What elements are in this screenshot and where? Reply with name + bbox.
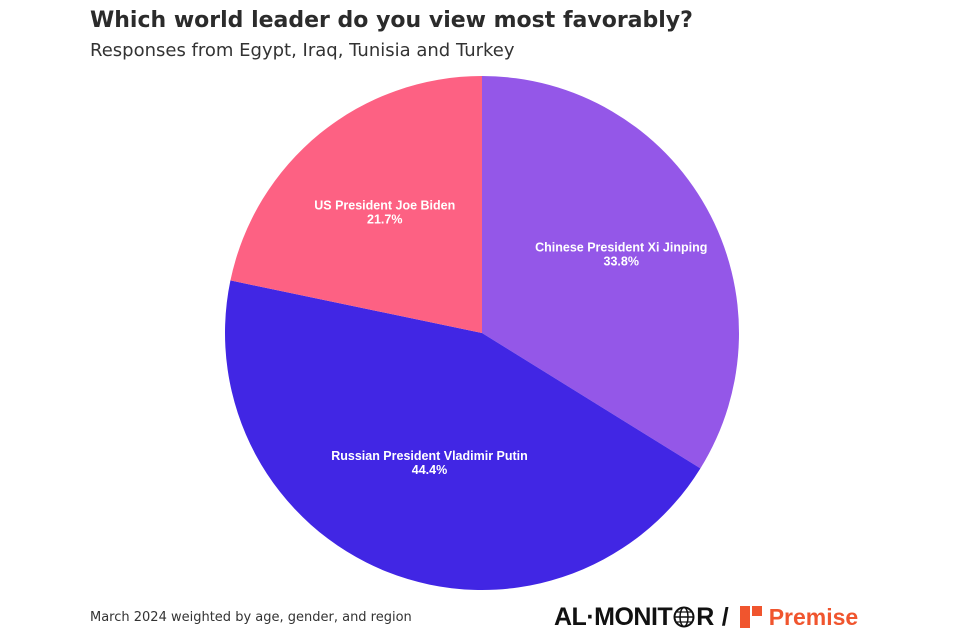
- al-monitor-logo-text-start: AL·MONIT: [554, 602, 673, 631]
- premise-logo-icon: [739, 606, 762, 628]
- al-monitor-logo-text-end: R: [696, 602, 714, 631]
- chart-title: Which world leader do you view most favo…: [90, 8, 693, 33]
- globe-icon: [673, 606, 695, 628]
- slice-xi-jinping: [482, 76, 740, 469]
- slice-value-label: 21.7%: [367, 212, 402, 226]
- slice-value-label: 33.8%: [604, 255, 639, 269]
- slice-label: Chinese President Xi Jinping: [535, 241, 707, 255]
- al-monitor-logo: AL·MONIT R: [554, 603, 714, 632]
- premise-logo-text: Premise: [768, 603, 859, 630]
- logo-bar: AL·MONIT R / Premise: [554, 600, 858, 634]
- slice-label: Russian President Vladimir Putin: [331, 449, 528, 463]
- footnote: March 2024 weighted by age, gender, and …: [90, 610, 412, 625]
- chart-subtitle: Responses from Egypt, Iraq, Tunisia and …: [90, 40, 515, 61]
- logo-separator: /: [721, 602, 729, 631]
- slice-label: US President Joe Biden: [314, 198, 455, 212]
- slice-joe-biden: [230, 76, 482, 333]
- slice-value-label: 44.4%: [412, 463, 447, 477]
- slice-vladimir-putin: [225, 280, 701, 590]
